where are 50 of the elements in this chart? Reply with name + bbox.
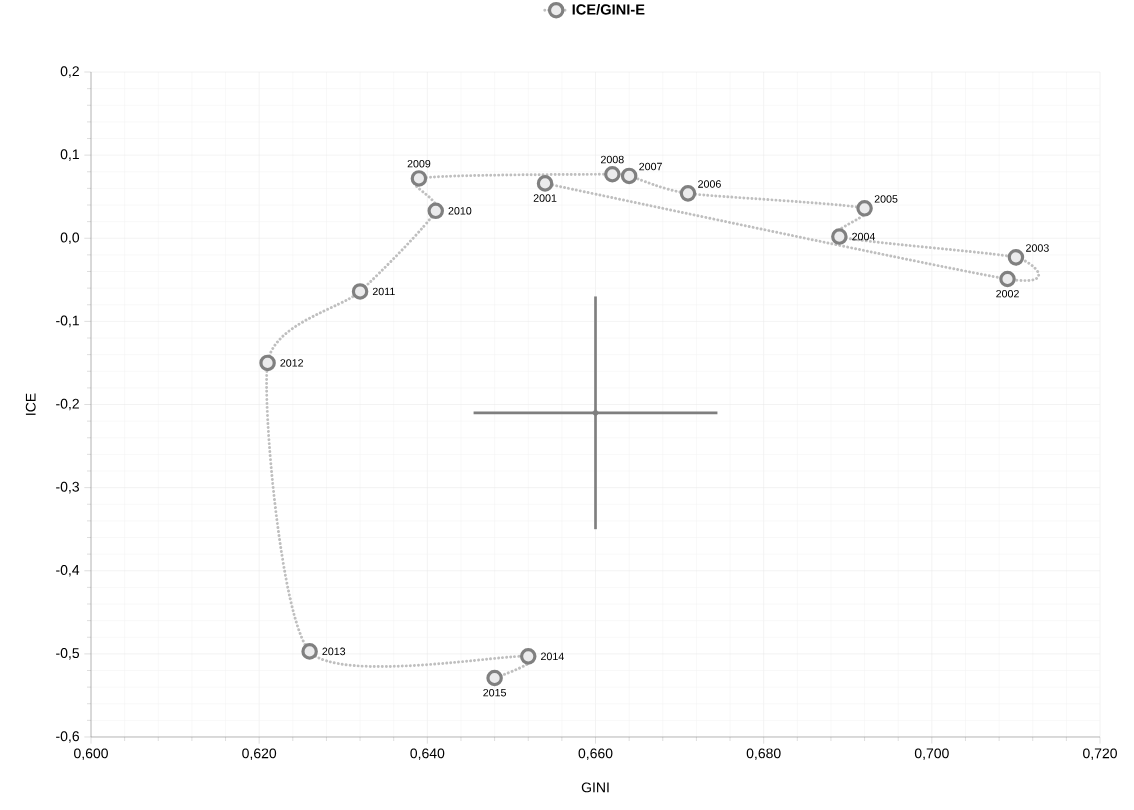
annotation: 2001 xyxy=(533,194,557,202)
y-tick-label: 0,1 xyxy=(60,149,79,161)
x-tick-label: 0,620 xyxy=(242,748,277,760)
y-tick-label: 0,0 xyxy=(60,232,80,245)
x-tick-label: 0,720 xyxy=(1083,748,1117,760)
point xyxy=(592,409,599,416)
annotation: 2012 xyxy=(280,359,304,367)
point xyxy=(856,200,873,217)
point xyxy=(486,669,503,687)
point xyxy=(1007,249,1025,266)
point xyxy=(351,283,369,300)
annotation: 2014 xyxy=(541,652,564,661)
point xyxy=(679,185,697,202)
point xyxy=(427,202,445,220)
point xyxy=(301,643,318,660)
y-tick-label: -0,6 xyxy=(56,731,80,743)
annotation: 2005 xyxy=(874,195,898,203)
x-axis-title: GINI xyxy=(581,782,609,793)
point xyxy=(536,175,554,192)
y-tick-label: -0,3 xyxy=(56,481,80,494)
annotation: 2009 xyxy=(407,159,431,168)
annotation: 2006 xyxy=(698,180,721,188)
point xyxy=(259,354,276,372)
point xyxy=(410,170,428,187)
annotation: 2013 xyxy=(322,647,346,656)
x-tick-label: 0,700 xyxy=(914,748,949,760)
annotation: 2003 xyxy=(1026,244,1049,252)
point xyxy=(831,228,848,245)
annotation: 2002 xyxy=(996,289,1019,298)
annotation: 2010 xyxy=(448,207,472,215)
annotation: 2004 xyxy=(852,232,876,241)
x-tick-label: 0,600 xyxy=(74,748,108,760)
y-tick-label: 0,2 xyxy=(60,66,79,78)
x-tick-label: 0,660 xyxy=(578,748,613,760)
point xyxy=(999,270,1016,288)
annotation: 2015 xyxy=(483,688,507,697)
annotation: 2011 xyxy=(372,287,395,296)
y-tick-label: -0,4 xyxy=(56,564,80,577)
point xyxy=(604,165,621,183)
point xyxy=(620,167,638,185)
y-tick-label: -0,5 xyxy=(56,648,80,660)
point xyxy=(519,648,537,665)
y-tick-label: -0,1 xyxy=(56,315,79,328)
annotation: 2007 xyxy=(639,162,662,171)
y-tick-label: -0,2 xyxy=(56,398,79,411)
x-tick-label: 0,640 xyxy=(410,748,445,760)
x-tick-label: 0,680 xyxy=(746,748,781,760)
legend-label: ICE/GINI-E xyxy=(572,3,645,15)
annotation: 2008 xyxy=(601,155,624,164)
y-axis-title: ICE xyxy=(25,393,36,415)
